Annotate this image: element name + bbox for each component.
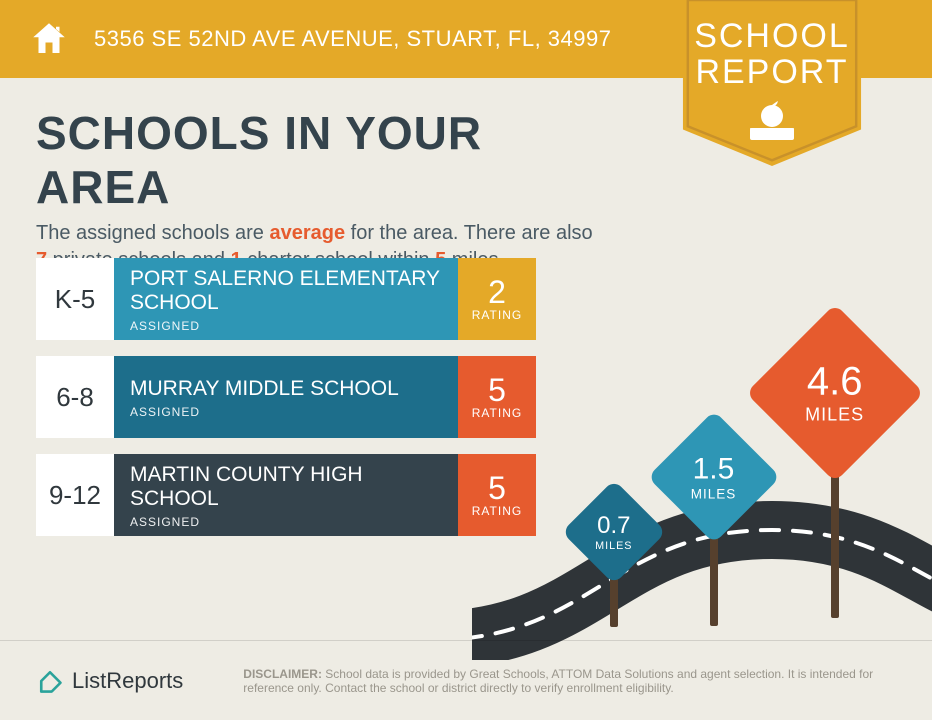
disclaimer-body: School data is provided by Great Schools… <box>243 667 873 695</box>
school-info: MARTIN COUNTY HIGH SCHOOL ASSIGNED <box>114 454 458 536</box>
apple-book-icon <box>662 98 882 148</box>
distance-sign: 4.6MILES <box>772 330 898 456</box>
school-status: ASSIGNED <box>130 405 442 419</box>
school-status: ASSIGNED <box>130 515 442 529</box>
distance-unit: MILES <box>805 405 864 426</box>
page-title: SCHOOLS IN YOUR AREA <box>36 106 600 214</box>
school-info: MURRAY MIDDLE SCHOOL ASSIGNED <box>114 356 458 438</box>
rating-value: 5 <box>488 374 506 406</box>
desc-text: for the area. There are also <box>345 222 593 244</box>
school-row: 9-12MARTIN COUNTY HIGH SCHOOLASSIGNED5RA… <box>36 454 536 536</box>
sign-diamond: 1.5MILES <box>648 411 781 544</box>
disclaimer-label: DISCLAIMER: <box>243 667 322 681</box>
grade-box: 9-12 <box>36 454 114 536</box>
grade-box: K-5 <box>36 258 114 340</box>
school-report-badge: SCHOOL REPORT <box>662 0 882 210</box>
rating-box: 2RATING <box>458 258 536 340</box>
school-info: PORT SALERNO ELEMENTARY SCHOOL ASSIGNED <box>114 258 458 340</box>
desc-quality: average <box>269 222 345 244</box>
logo-text: ListReports <box>72 668 183 694</box>
distance-scene: 0.7MILES1.5MILES4.6MILES <box>532 280 932 640</box>
distance-value: 1.5 <box>693 452 735 485</box>
rating-label: RATING <box>472 308 522 322</box>
rating-value: 2 <box>488 276 506 308</box>
rating-label: RATING <box>472 406 522 420</box>
distance-value: 4.6 <box>807 360 863 404</box>
grade-box: 6-8 <box>36 356 114 438</box>
disclaimer-text: DISCLAIMER: School data is provided by G… <box>243 667 893 695</box>
sign-diamond: 4.6MILES <box>746 304 924 482</box>
school-name: PORT SALERNO ELEMENTARY SCHOOL <box>130 267 442 315</box>
listreports-logo: ListReports <box>36 667 183 695</box>
distance-unit: MILES <box>595 540 632 552</box>
distance-unit: MILES <box>691 486 737 501</box>
hero-section: SCHOOLS IN YOUR AREA The assigned school… <box>0 78 600 274</box>
school-status: ASSIGNED <box>130 319 442 333</box>
schools-list: K-5 PORT SALERNO ELEMENTARY SCHOOL ASSIGNE… <box>36 258 536 552</box>
sign-diamond: 0.7MILES <box>562 480 667 585</box>
footer: ListReports DISCLAIMER: School data is p… <box>0 640 932 720</box>
school-name: MARTIN COUNTY HIGH SCHOOL <box>130 463 442 511</box>
badge-title: SCHOOL REPORT <box>662 18 882 90</box>
distance-sign: 1.5MILES <box>667 430 761 524</box>
logo-icon <box>36 667 64 695</box>
home-icon <box>28 18 70 60</box>
rating-box: 5RATING <box>458 356 536 438</box>
desc-text: The assigned schools are <box>36 222 269 244</box>
distance-value: 0.7 <box>597 512 630 539</box>
school-row: 6-8 MURRAY MIDDLE SCHOOL ASSIGNED 5RATING <box>36 356 536 438</box>
distance-sign: 0.7MILES <box>577 495 651 569</box>
school-row: K-5 PORT SALERNO ELEMENTARY SCHOOL ASSIGNE… <box>36 258 536 340</box>
badge-line2: REPORT <box>695 53 848 91</box>
school-name: MURRAY MIDDLE SCHOOL <box>130 377 442 401</box>
badge-line1: SCHOOL <box>694 17 850 55</box>
address-text: 5356 SE 52ND AVE AVENUE, STUART, FL, 349… <box>94 26 611 52</box>
